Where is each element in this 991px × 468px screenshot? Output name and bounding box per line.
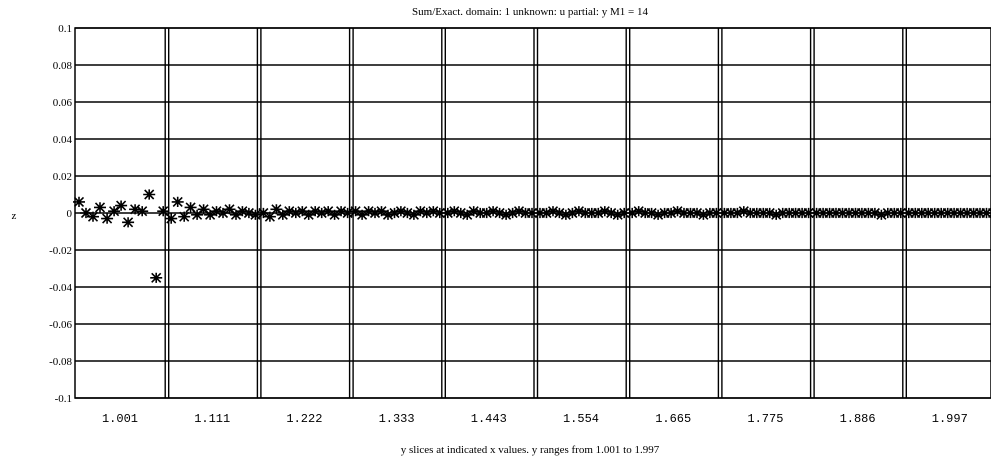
y-tick-label: 0.04 [53, 134, 73, 146]
y-tick-label: -0.06 [49, 319, 72, 331]
x-tick-label: 1.111 [194, 412, 230, 426]
x-tick-label: 1.997 [932, 412, 968, 426]
data-point [122, 217, 134, 227]
x-tick-label: 1.333 [379, 412, 415, 426]
x-tick-labels: 1.001 1.111 1.222 1.333 1.443 1.554 1.665 1.775… [102, 412, 968, 426]
y-tick-label: 0.02 [53, 171, 72, 183]
y-tick-label: 0.08 [53, 60, 73, 72]
data-point [150, 273, 162, 283]
data-point [172, 197, 184, 207]
x-tick-label: 1.443 [471, 412, 507, 426]
data-point [165, 214, 177, 224]
data-point [249, 210, 261, 220]
data-point [87, 212, 99, 222]
x-tick-label: 1.554 [563, 412, 599, 426]
y-tick-label: 0.1 [58, 23, 72, 35]
x-tick-label: 1.886 [840, 412, 876, 426]
data-point [143, 189, 155, 199]
x-axis-label: y slices at indicated x values. y ranges… [401, 444, 660, 456]
y-axis-label: z [12, 210, 17, 222]
x-tick-label: 1.775 [747, 412, 783, 426]
x-tick-label: 1.222 [286, 412, 322, 426]
data-point [185, 202, 197, 212]
y-tick-label: -0.02 [49, 245, 72, 257]
y-tick-label: -0.04 [49, 282, 72, 294]
x-tick-label: 1.665 [655, 412, 691, 426]
data-point [342, 208, 354, 218]
y-tick-label: -0.08 [49, 356, 72, 368]
data-point [115, 201, 127, 211]
y-tick-labels: 0.1 0.08 0.06 0.04 0.02 0 -0.02 -0.04 -0.06 -0.08… [49, 23, 72, 405]
data-point [94, 202, 106, 212]
data-points [73, 189, 991, 283]
data-point [264, 212, 276, 222]
y-tick-label: 0 [67, 208, 73, 220]
y-tick-label: 0.06 [53, 97, 73, 109]
data-point [136, 206, 148, 216]
data-point [178, 212, 190, 222]
x-tick-label: 1.001 [102, 412, 138, 426]
chart-title: Sum/Exact. domain: 1 unknown: u partial:… [412, 6, 648, 18]
y-tick-label: -0.1 [55, 393, 72, 405]
